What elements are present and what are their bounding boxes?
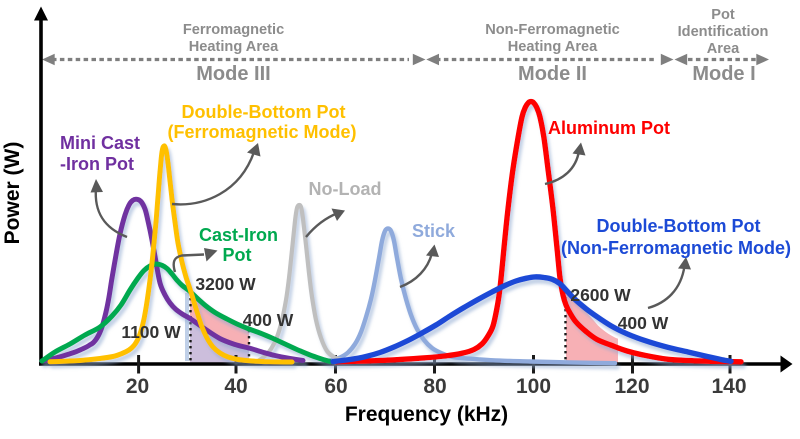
svg-text:140: 140 [711, 375, 746, 398]
svg-text:Heating Area: Heating Area [189, 39, 279, 55]
svg-text:Double-Bottom Pot: Double-Bottom Pot [597, 216, 761, 236]
svg-text:2600 W: 2600 W [570, 285, 631, 305]
svg-text:Mode II: Mode II [518, 63, 587, 85]
svg-text:Stick: Stick [412, 221, 456, 241]
svg-text:(Non-Ferromagnetic Mode): (Non-Ferromagnetic Mode) [561, 238, 791, 258]
svg-text:Aluminum Pot: Aluminum Pot [548, 118, 670, 138]
svg-text:Non-Ferromagnetic: Non-Ferromagnetic [485, 22, 620, 38]
svg-text:Pot: Pot [711, 7, 735, 23]
svg-text:Mini Cast: Mini Cast [60, 133, 140, 153]
svg-text:Heating Area: Heating Area [508, 39, 598, 55]
svg-text:Mode I: Mode I [692, 63, 755, 85]
svg-text:Frequency (kHz): Frequency (kHz) [345, 403, 508, 426]
svg-text:Cast-Iron: Cast-Iron [199, 225, 278, 245]
svg-text:60: 60 [324, 375, 347, 398]
svg-text:(Ferromagnetic Mode): (Ferromagnetic Mode) [167, 122, 356, 142]
svg-text:Power (W): Power (W) [1, 142, 24, 245]
svg-text:Area: Area [707, 41, 740, 57]
svg-text:Identification: Identification [678, 24, 769, 40]
svg-text:-Iron Pot: -Iron Pot [60, 154, 134, 174]
svg-text:Mode III: Mode III [196, 63, 270, 85]
svg-text:Ferromagnetic: Ferromagnetic [183, 22, 284, 38]
svg-text:80: 80 [423, 375, 446, 398]
svg-text:Pot: Pot [223, 245, 252, 265]
svg-text:Double-Bottom Pot: Double-Bottom Pot [182, 102, 346, 122]
svg-text:400 W: 400 W [243, 310, 294, 330]
svg-text:3200 W: 3200 W [195, 274, 256, 294]
svg-text:120: 120 [614, 375, 649, 398]
svg-text:40: 40 [224, 375, 247, 398]
svg-text:20: 20 [126, 375, 149, 398]
svg-text:No-Load: No-Load [309, 179, 382, 199]
svg-text:400 W: 400 W [618, 313, 669, 333]
svg-text:1100 W: 1100 W [121, 322, 181, 342]
svg-text:100: 100 [516, 375, 551, 398]
